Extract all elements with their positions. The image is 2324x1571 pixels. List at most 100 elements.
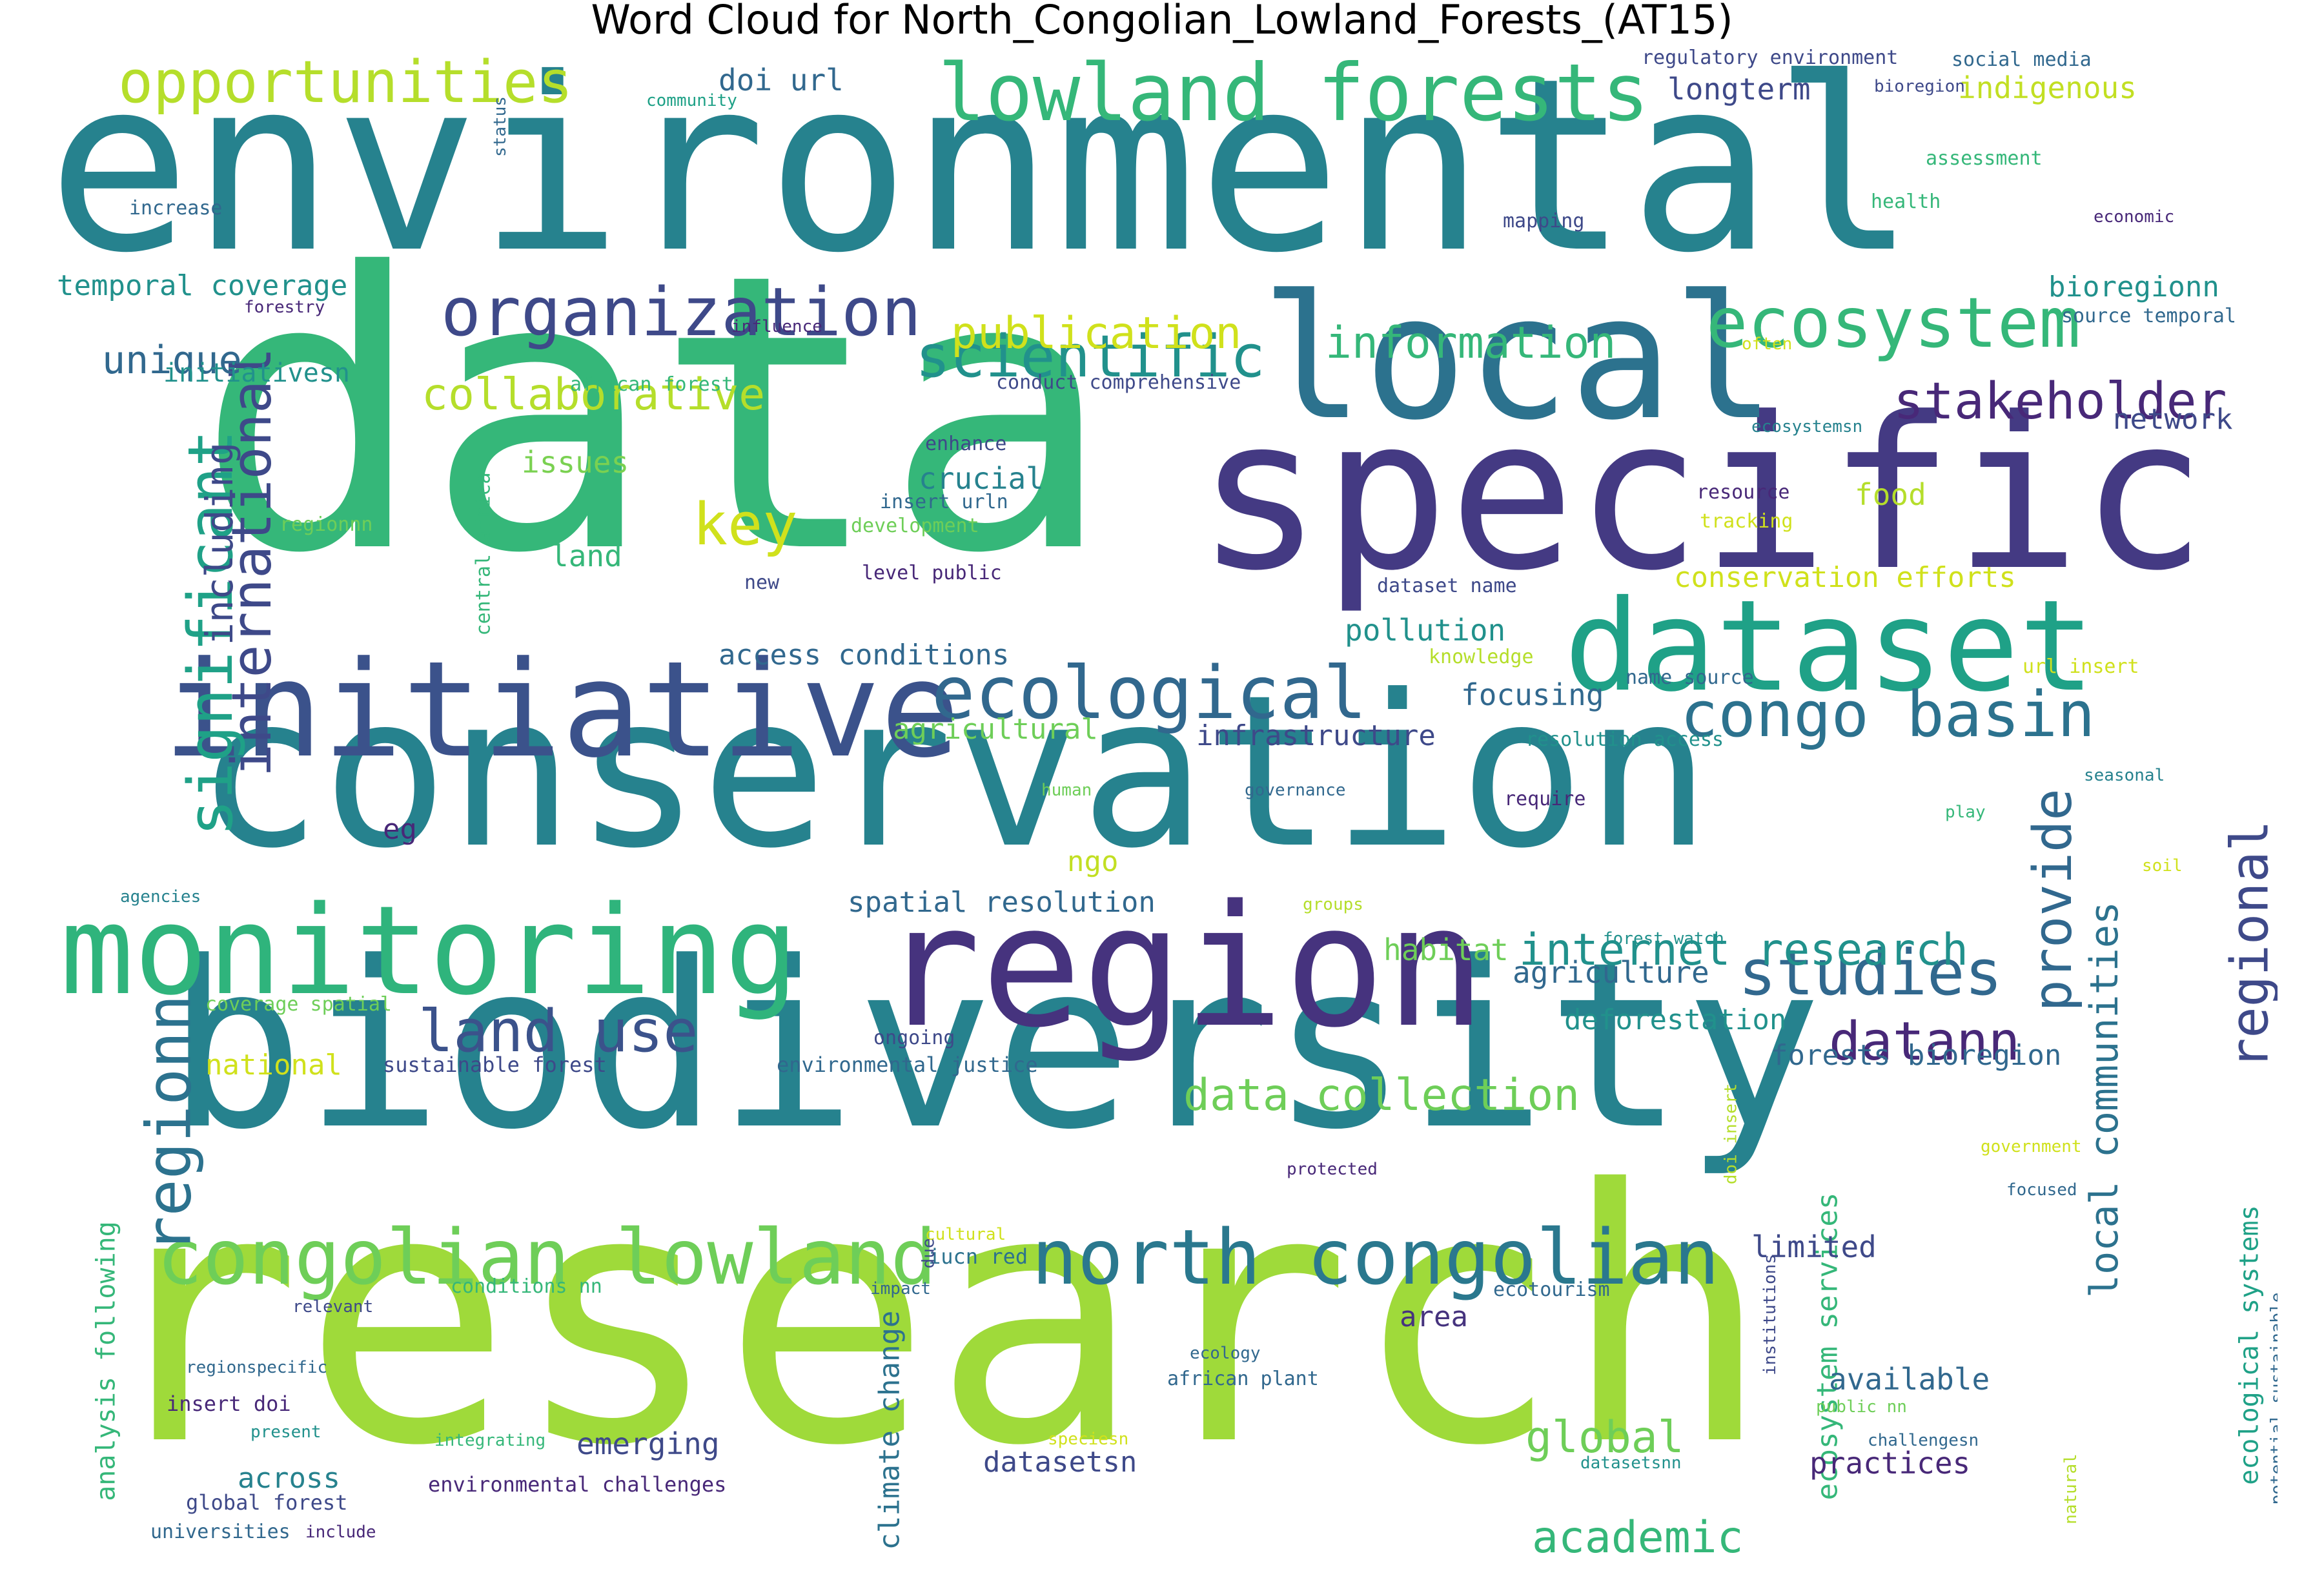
word-ngo: ngo <box>1067 845 1119 878</box>
word-congolian-lowland: congolian lowland <box>157 1213 937 1302</box>
word-longterm: longterm <box>1667 72 1811 107</box>
word-mapping: mapping <box>1503 210 1585 232</box>
word-source-temporal: source temporal <box>2061 305 2236 327</box>
word-soil: soil <box>2142 856 2183 876</box>
word-datasetsn: datasetsn <box>983 1446 1137 1479</box>
word-african-forest: african forest <box>570 373 733 396</box>
word-conservation-efforts: conservation efforts <box>1674 561 2016 594</box>
word-temporal-coverage: temporal coverage <box>57 269 348 302</box>
word-scientific: scientific <box>915 323 1265 391</box>
word-ongoing: ongoing <box>873 1027 955 1049</box>
word-publication: publication <box>951 308 1242 359</box>
word-internet-research: internet research <box>1519 925 1968 976</box>
word-habitat: habitat <box>1383 932 1509 967</box>
word-issues: issues <box>522 445 629 480</box>
word-food: food <box>1855 477 1926 512</box>
word-cloud: environmental data research conservation… <box>47 47 2278 1571</box>
word-conditions-nn: conditions nn <box>451 1275 602 1298</box>
word-indigenous: indigenous <box>1958 70 2137 105</box>
word-datasetsnn: datasetsnn <box>1580 1453 1682 1473</box>
word-relevant: relevant <box>292 1297 374 1317</box>
word-global: global <box>1525 1412 1684 1463</box>
word-status: status <box>490 96 510 157</box>
word-deforestation: deforestation <box>1564 1003 1787 1036</box>
word-influence: influence <box>731 317 822 336</box>
word-economic: economic <box>2094 207 2175 227</box>
word-data: data <box>196 193 1113 637</box>
word-available: available <box>1829 1362 1990 1397</box>
word-regionnn: regionnn <box>280 513 373 536</box>
word-regulatory-environment: regulatory environment <box>1642 47 1899 69</box>
word-global-forest: global forest <box>186 1490 348 1515</box>
word-cultural: cultural <box>925 1225 1006 1244</box>
word-limited: limited <box>1751 1229 1877 1264</box>
word-initiative: initiative <box>163 633 961 787</box>
word-land: land <box>551 539 622 573</box>
word-monitoring: monitoring <box>60 879 799 1022</box>
word-groups: groups <box>1303 895 1363 914</box>
word-research: research <box>92 1116 1771 1522</box>
word-land-use: land use <box>418 998 698 1065</box>
word-universities: universities <box>150 1521 290 1543</box>
word-regional: regional <box>2219 820 2278 1069</box>
word-across: across <box>238 1462 340 1495</box>
word-impact: impact <box>870 1279 931 1299</box>
word-environmental: environmental <box>47 47 1917 305</box>
word-sustainable-forest: sustainable forest <box>383 1052 607 1077</box>
word-tracking: tracking <box>1700 510 1793 533</box>
word-stakeholder: stakeholder <box>1893 373 2227 431</box>
word-datann: datann <box>1829 1011 2021 1073</box>
word-integrating: integrating <box>434 1431 546 1450</box>
word-network: network <box>2113 403 2233 436</box>
word-local: local <box>1261 259 1776 458</box>
word-african-plant: african plant <box>1167 1368 1319 1390</box>
word-url-insert: url insert <box>2023 655 2139 678</box>
word-governance: governance <box>1245 781 1346 800</box>
word-bioregionn: bioregionn <box>2048 271 2219 303</box>
word-new: new <box>744 571 780 594</box>
figure-title: Word Cloud for North_Congolian_Lowland_F… <box>591 0 1733 43</box>
word-development: development <box>851 515 979 537</box>
word-regionn: regionn <box>134 994 205 1253</box>
word-resolution-access: resolution access <box>1525 728 1724 751</box>
word-require: require <box>1504 788 1586 810</box>
word-eg: eg <box>383 813 417 846</box>
word-doi-insert: doi insert <box>1721 1083 1741 1185</box>
word-opportunities: opportunities <box>118 48 573 116</box>
word-spatial-resolution: spatial resolution <box>848 886 1156 919</box>
word-collaborative: collaborative <box>422 369 766 420</box>
word-local-communities: local communities <box>2082 901 2128 1299</box>
word-potential-sustainable: potential sustainable <box>2267 1292 2278 1505</box>
word-area: area <box>1400 1300 1468 1333</box>
word-ecological: ecological <box>932 652 1367 735</box>
word-focusing: focusing <box>1461 677 1604 712</box>
word-social-media: social media <box>1952 48 2092 71</box>
word-central-africa: central africa <box>472 472 495 636</box>
word-environmental-justice: environmental justice <box>777 1052 1038 1077</box>
word-crucial: crucial <box>919 461 1044 496</box>
word-infrastructure: infrastructure <box>1196 719 1436 752</box>
word-ecotourism: ecotourism <box>1493 1278 1610 1301</box>
word-provide: provide <box>2022 788 2084 1012</box>
word-forestry: forestry <box>244 298 325 317</box>
word-include: include <box>305 1523 376 1542</box>
word-academic: academic <box>1532 1512 1744 1563</box>
word-climate-change: climate change <box>873 1310 906 1550</box>
word-ecology: ecology <box>1190 1344 1261 1363</box>
word-analysis-following: analysis following <box>91 1221 121 1501</box>
word-government: government <box>1981 1137 2082 1156</box>
word-including: including <box>198 442 242 646</box>
word-forest-watch: forest watch <box>1603 929 1724 949</box>
word-environmental-challenges: environmental challenges <box>428 1472 727 1497</box>
word-national: national <box>205 1049 342 1082</box>
word-dataset-name: dataset name <box>1377 575 1517 597</box>
word-often: often <box>1742 334 1793 354</box>
word-pollution: pollution <box>1345 613 1506 648</box>
word-institutions: institutions <box>1760 1254 1780 1375</box>
word-organization: organization <box>441 274 922 351</box>
word-ecosystem: ecosystem <box>1706 283 2081 364</box>
word-congo-basin: congo basin <box>1680 678 2095 751</box>
word-iucn-red: iucn red <box>928 1244 1028 1269</box>
word-initiativesn: initiativesn <box>163 358 350 388</box>
